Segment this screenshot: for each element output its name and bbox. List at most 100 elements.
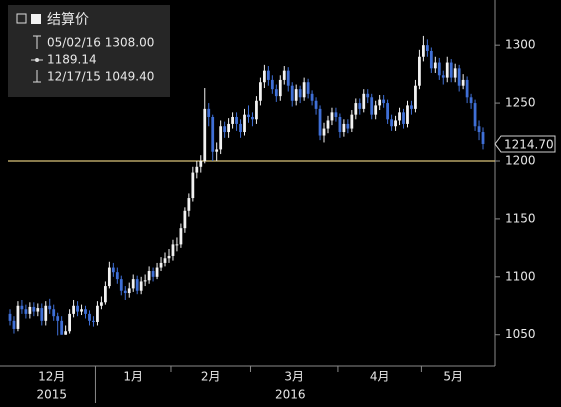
- candle-body: [24, 309, 28, 314]
- candle-body: [107, 267, 111, 287]
- candle-body: [402, 112, 405, 124]
- candle-body: [318, 108, 322, 136]
- legend-title: 结算价: [47, 12, 89, 28]
- candle-body: [290, 85, 294, 101]
- candle-body: [139, 281, 143, 291]
- candle-body: [235, 116, 238, 124]
- candle-body: [461, 79, 465, 86]
- candle-body: [80, 309, 83, 312]
- candle-body: [270, 79, 274, 90]
- candle-body: [282, 70, 286, 80]
- candle-body: [457, 68, 461, 86]
- candle-body: [425, 45, 429, 51]
- candle-body: [127, 288, 131, 294]
- candle-body: [378, 99, 382, 106]
- candle-body: [215, 149, 219, 152]
- x-tick-label: 2月: [201, 370, 221, 384]
- candle-body: [398, 112, 401, 121]
- candle-body: [191, 172, 195, 199]
- candle-body: [453, 68, 457, 78]
- candle-body: [366, 93, 370, 98]
- candle-body: [195, 166, 199, 173]
- legend-low-icon: [33, 70, 41, 83]
- candle-body: [147, 271, 151, 281]
- candle-body: [183, 210, 187, 229]
- candle-body: [362, 93, 366, 109]
- year-label: 2015: [36, 388, 67, 402]
- candle-body: [445, 62, 449, 78]
- legend-high: 05/02/16 1308.00: [47, 36, 154, 50]
- candle-body: [96, 305, 99, 322]
- candle-body: [207, 108, 211, 117]
- candle-body: [259, 82, 262, 101]
- candle-body: [298, 89, 302, 98]
- candle-body: [175, 244, 179, 246]
- candle-body: [251, 116, 254, 120]
- y-tick-label: 1300: [505, 38, 536, 52]
- candle-body: [294, 89, 298, 101]
- candle-body: [179, 228, 183, 245]
- candle-body: [60, 320, 64, 335]
- candle-body: [155, 267, 159, 277]
- legend-low: 12/17/15 1049.40: [47, 70, 154, 84]
- candle-body: [358, 103, 362, 109]
- candle-body: [223, 126, 227, 133]
- candle-body: [163, 258, 167, 263]
- candle-body: [302, 82, 306, 98]
- y-tick-label: 1100: [505, 269, 536, 283]
- x-tick-label: 3月: [284, 370, 304, 384]
- candle-body: [418, 56, 421, 86]
- candle-body: [40, 308, 44, 321]
- candle-body: [231, 116, 234, 124]
- candle-body: [143, 280, 147, 282]
- candle-body: [16, 305, 20, 329]
- x-tick-label: 5月: [443, 370, 463, 384]
- candle-body: [465, 79, 469, 98]
- legend-swatch: [31, 14, 41, 24]
- candle-body: [36, 308, 40, 312]
- candle-body: [68, 313, 72, 332]
- candle-body: [322, 128, 326, 136]
- candle-body: [211, 116, 215, 152]
- y-tick-label: 1250: [505, 96, 536, 110]
- candle-body: [441, 75, 445, 78]
- candle-body: [103, 286, 107, 303]
- y-tick-label: 1200: [505, 153, 536, 167]
- x-tick-label: 4月: [370, 370, 390, 384]
- candle-body: [278, 79, 282, 97]
- candle-body: [338, 116, 342, 133]
- last-price-box: [494, 135, 556, 153]
- candle-body: [72, 305, 75, 314]
- candle-body: [76, 305, 79, 312]
- legend-checkbox: [16, 13, 27, 24]
- candle-body: [266, 70, 270, 80]
- candle-body: [151, 271, 155, 277]
- candle-body: [350, 114, 354, 129]
- year-label: 2016: [275, 388, 306, 402]
- candle-body: [473, 103, 477, 127]
- candle-body: [48, 305, 52, 310]
- candle-body: [390, 119, 393, 127]
- candle-body: [429, 50, 433, 69]
- candle-body: [330, 112, 334, 121]
- legend-average: 1189.14: [47, 53, 97, 67]
- candle-body: [167, 255, 171, 259]
- candle-body: [187, 198, 191, 211]
- candle-body: [100, 302, 103, 306]
- candle-body: [171, 244, 175, 256]
- candle-body: [449, 62, 453, 78]
- x-tick-label: 12月: [38, 370, 65, 384]
- candle-body: [370, 97, 374, 115]
- candle-body: [159, 262, 163, 268]
- candle-body: [334, 112, 338, 117]
- candle-body: [219, 126, 223, 150]
- candle-body: [12, 320, 16, 329]
- candle-body: [274, 89, 278, 97]
- candle-body: [406, 105, 409, 124]
- candle-body: [354, 103, 358, 115]
- candle-body: [84, 309, 87, 314]
- candle-body: [32, 306, 36, 312]
- y-tick-label: 1150: [505, 211, 536, 225]
